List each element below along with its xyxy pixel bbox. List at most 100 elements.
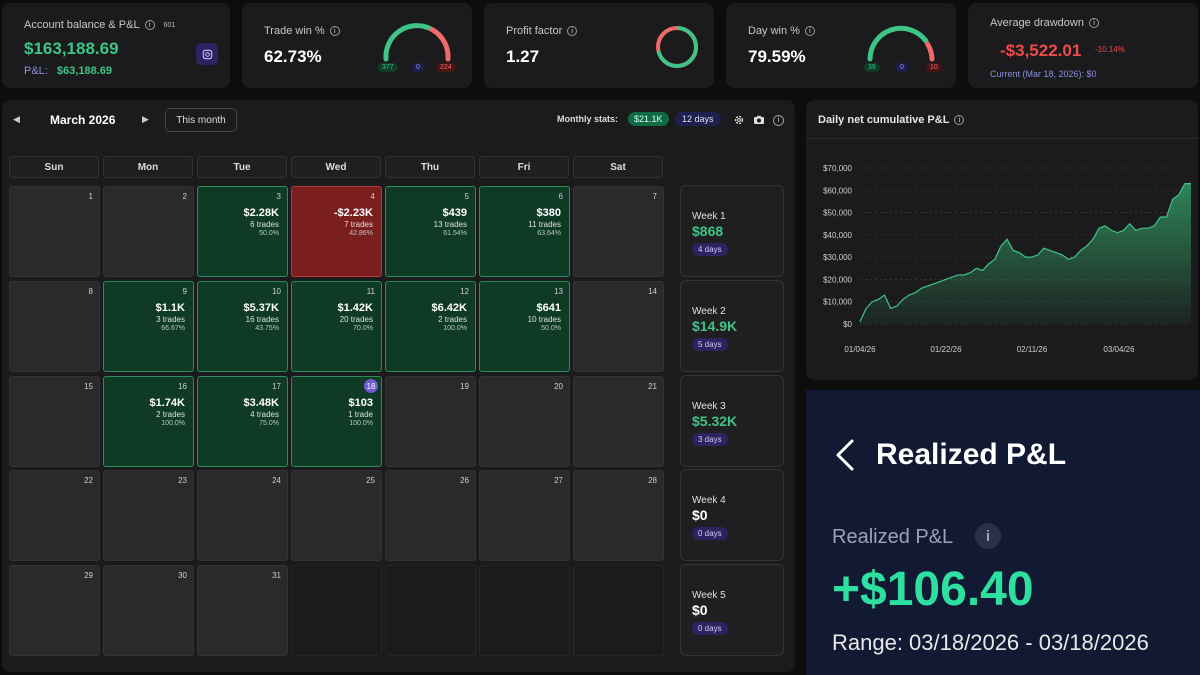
x-tick-label: 01/04/26 <box>844 345 876 354</box>
info-icon[interactable]: i <box>567 26 578 36</box>
calendar-day-14[interactable]: 14 <box>573 281 664 372</box>
realized-value: +$106.40 <box>832 563 1034 616</box>
week-value: $0 <box>692 602 708 618</box>
calendar-day-31[interactable]: 31 <box>197 565 288 656</box>
week-summary-1[interactable]: Week 1 $868 4 days <box>680 185 784 277</box>
info-icon[interactable]: i <box>773 115 784 126</box>
account-badge: 601 <box>163 21 176 29</box>
calendar-day-30[interactable]: 30 <box>103 565 194 656</box>
calendar-day-10[interactable]: 10 $5.37K 16 trades 43.75% <box>197 281 288 372</box>
info-icon[interactable]: i <box>329 26 340 36</box>
day-win-rate: 61.54% <box>443 230 467 237</box>
calendar-day-6[interactable]: 6 $380 11 trades 63.64% <box>479 186 570 277</box>
day-win-gauge <box>867 25 935 62</box>
day-number: 17 <box>272 382 281 391</box>
calendar-day-11[interactable]: 11 $1.42K 20 trades 70.0% <box>291 281 382 372</box>
calendar-day-9[interactable]: 9 $1.1K 3 trades 66.67% <box>103 281 194 372</box>
calendar-day-8[interactable]: 8 <box>9 281 100 372</box>
info-icon[interactable]: i <box>144 20 155 30</box>
day-win-value: 79.59% <box>748 47 806 66</box>
day-wins-pill: 39 <box>864 63 880 72</box>
profit-factor-value: 1.27 <box>506 47 540 66</box>
y-tick-label: $70,000 <box>823 164 852 173</box>
back-chevron-icon[interactable] <box>832 438 856 472</box>
week-summary-2[interactable]: Week 2 $14.9K 5 days <box>680 280 784 372</box>
calendar-day-4[interactable]: 4 -$2.23K 7 trades 42.86% <box>291 186 382 277</box>
calendar-day-23[interactable]: 23 <box>103 470 194 561</box>
day-pnl: $3.48K <box>243 397 279 409</box>
calendar-day-12[interactable]: 12 $6.42K 2 trades 100.0% <box>385 281 476 372</box>
calendar-day-17[interactable]: 17 $3.48K 4 trades 75.0% <box>197 376 288 467</box>
calendar-day-5[interactable]: 5 $439 13 trades 61.54% <box>385 186 476 277</box>
day-number: 3 <box>276 192 281 201</box>
calendar-day-2[interactable]: 2 <box>103 186 194 277</box>
day-win-title: Day win % <box>748 25 800 37</box>
day-number: 10 <box>272 287 281 296</box>
day-number: 30 <box>178 571 187 580</box>
cumulative-pnl-area <box>860 183 1191 324</box>
weekday-sun: Sun <box>9 156 99 178</box>
camera-icon[interactable] <box>753 114 765 126</box>
calendar-day-22[interactable]: 22 <box>9 470 100 561</box>
day-trades: 11 trades <box>528 220 561 229</box>
account-settings-icon[interactable] <box>196 43 218 65</box>
calendar-day-16[interactable]: 16 $1.74K 2 trades 100.0% <box>103 376 194 467</box>
week-days-badge: 0 days <box>692 527 728 540</box>
calendar-day-24[interactable]: 24 <box>197 470 288 561</box>
week-label: Week 5 <box>692 590 726 601</box>
day-pnl: $641 <box>536 302 561 314</box>
profit-factor-ring <box>656 25 699 68</box>
day-win-rate: 50.0% <box>259 230 279 237</box>
next-month-icon[interactable]: ▶ <box>142 114 149 124</box>
week-summary-5[interactable]: Week 5 $0 0 days <box>680 564 784 656</box>
day-trades: 6 trades <box>250 220 279 229</box>
day-win-rate: 43.75% <box>255 325 279 332</box>
calendar-day-26[interactable]: 26 <box>385 470 476 561</box>
day-number: 25 <box>366 476 375 485</box>
calendar-day-18[interactable]: 18 $103 1 trade 100.0% <box>291 376 382 467</box>
week-summary-3[interactable]: Week 3 $5.32K 3 days <box>680 375 784 467</box>
x-tick-label: 03/04/26 <box>1103 345 1135 354</box>
drawdown-title: Average drawdown <box>990 17 1084 29</box>
calendar-day-21[interactable]: 21 <box>573 376 664 467</box>
calendar-day-13[interactable]: 13 $641 10 trades 50.0% <box>479 281 570 372</box>
day-trades: 10 trades <box>527 315 561 324</box>
this-month-button[interactable]: This month <box>165 108 237 132</box>
info-icon[interactable]: i <box>804 26 815 36</box>
day-win-rate: 66.67% <box>161 325 185 332</box>
realized-info-icon[interactable]: i <box>975 523 1001 549</box>
calendar-day-25[interactable]: 25 <box>291 470 382 561</box>
prev-month-icon[interactable]: ◀ <box>13 114 20 124</box>
day-number: 5 <box>464 192 469 201</box>
calendar-day-7[interactable]: 7 <box>573 186 664 277</box>
day-trades: 7 trades <box>344 220 373 229</box>
day-pnl: -$2.23K <box>333 207 373 219</box>
calendar-day-1[interactable]: 1 <box>9 186 100 277</box>
settings-gear-icon[interactable] <box>733 114 745 126</box>
day-pnl: $380 <box>536 207 561 219</box>
drawdown-card: Average drawdown i -$3,522.01 -10.14% Cu… <box>968 3 1198 88</box>
calendar-day-3[interactable]: 3 $2.28K 6 trades 50.0% <box>197 186 288 277</box>
day-pnl: $439 <box>442 207 467 219</box>
weekday-sat: Sat <box>573 156 663 178</box>
info-icon[interactable]: i <box>1088 18 1099 28</box>
week-value: $868 <box>692 223 724 239</box>
calendar-day-19[interactable]: 19 <box>385 376 476 467</box>
day-pnl: $103 <box>348 397 373 409</box>
week-label: Week 1 <box>692 211 726 222</box>
day-number: 8 <box>88 287 93 296</box>
drawdown-value: -$3,522.01 <box>1000 41 1082 60</box>
calendar-day-20[interactable]: 20 <box>479 376 570 467</box>
info-icon[interactable]: i <box>954 115 965 125</box>
drawdown-pct: -10.14% <box>1095 45 1125 54</box>
realized-pnl-panel: Realized P&L Realized P&L i +$106.40 Ran… <box>806 390 1200 675</box>
calendar-day-15[interactable]: 15 <box>9 376 100 467</box>
monthly-stats-days: 12 days <box>675 112 721 126</box>
day-win-rate: 63.64% <box>537 230 561 237</box>
week-summary-4[interactable]: Week 4 $0 0 days <box>680 469 784 561</box>
week-value: $14.9K <box>692 318 738 334</box>
trade-win-title: Trade win % <box>264 25 325 37</box>
calendar-day-29[interactable]: 29 <box>9 565 100 656</box>
calendar-day-28[interactable]: 28 <box>573 470 664 561</box>
calendar-day-27[interactable]: 27 <box>479 470 570 561</box>
